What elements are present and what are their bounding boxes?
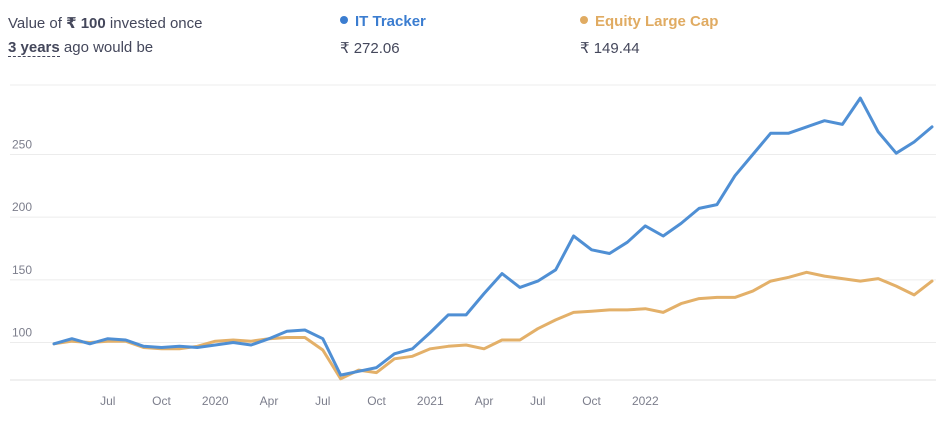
x-tick-label-jul: Jul bbox=[315, 394, 330, 408]
series-line-equity-large-cap bbox=[52, 270, 934, 381]
summary-middle: invested once bbox=[109, 15, 203, 32]
x-tick-label-oct: Oct bbox=[152, 394, 171, 408]
period-selector[interactable]: 3 years bbox=[8, 39, 60, 57]
y-tick-label-200: 200 bbox=[12, 200, 32, 214]
summary-prefix: Value of bbox=[8, 15, 62, 32]
x-tick-label-jul: Jul bbox=[530, 394, 545, 408]
x-tick-label-apr: Apr bbox=[475, 394, 494, 408]
x-tick-label-2020: 2020 bbox=[202, 394, 229, 408]
investment-summary: Value of ₹ 100 invested once 3 years ago… bbox=[8, 12, 203, 60]
series-line-it-tracker bbox=[52, 96, 934, 377]
summary-line-1: Value of ₹ 100 invested once bbox=[8, 12, 203, 36]
legend-name-it-tracker: IT Tracker bbox=[355, 13, 426, 30]
summary-suffix: ago would be bbox=[63, 39, 154, 56]
legend-label-equity-large-cap: Equity Large Cap bbox=[580, 12, 718, 32]
legend-item-equity-large-cap: Equity Large Cap ₹ 149.44 bbox=[580, 12, 718, 57]
x-tick-label-oct: Oct bbox=[367, 394, 386, 408]
y-tick-label-100: 100 bbox=[12, 326, 32, 340]
x-tick-label-jul: Jul bbox=[100, 394, 115, 408]
legend-value-equity-large-cap: ₹ 149.44 bbox=[580, 40, 640, 57]
x-tick-label-2021: 2021 bbox=[417, 394, 444, 408]
x-tick-label-apr: Apr bbox=[260, 394, 279, 408]
summary-amount: 100 bbox=[80, 15, 106, 32]
summary-line-2: 3 years ago would be bbox=[8, 36, 203, 60]
legend-name-equity-large-cap: Equity Large Cap bbox=[595, 13, 719, 30]
x-tick-label-2022: 2022 bbox=[632, 394, 659, 408]
summary-currency: ₹ bbox=[66, 15, 77, 32]
legend-dot-icon bbox=[580, 16, 588, 24]
legend-dot-icon bbox=[340, 16, 348, 24]
legend-value-it-tracker: ₹ 272.06 bbox=[340, 40, 400, 57]
x-tick-label-oct: Oct bbox=[582, 394, 601, 408]
legend-label-it-tracker: IT Tracker bbox=[340, 12, 426, 32]
legend-item-it-tracker: IT Tracker ₹ 272.06 bbox=[340, 12, 426, 57]
y-tick-label-150: 150 bbox=[12, 263, 32, 277]
y-tick-label-250: 250 bbox=[12, 138, 32, 152]
